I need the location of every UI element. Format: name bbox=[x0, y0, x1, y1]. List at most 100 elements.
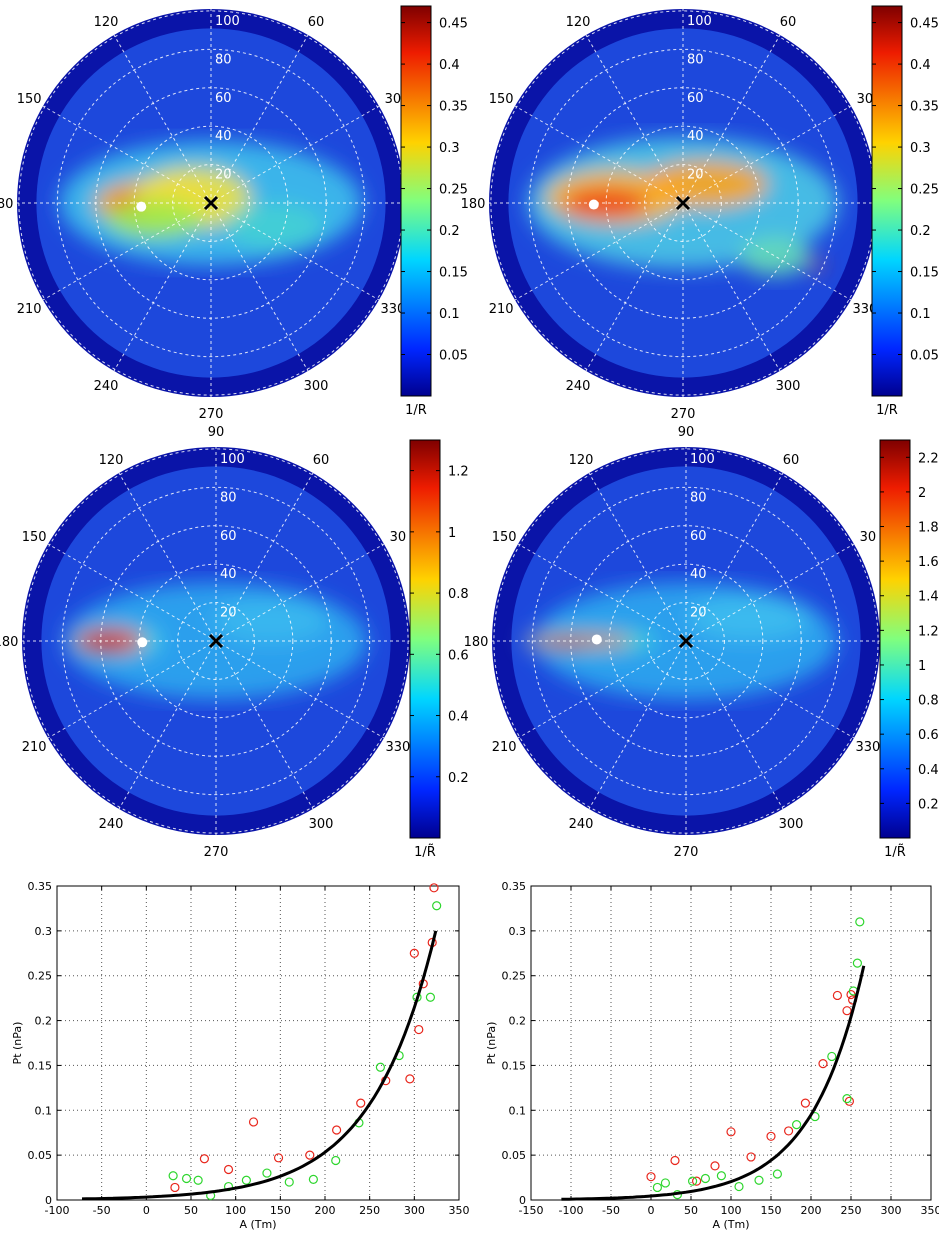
x-tick-label: 200 bbox=[801, 1204, 822, 1217]
angle-tick-label: 210 bbox=[17, 302, 42, 317]
colorbar bbox=[400, 5, 432, 397]
radial-grid-ring bbox=[608, 563, 764, 719]
angle-spoke bbox=[42, 105, 212, 204]
angle-spoke bbox=[514, 105, 684, 204]
radial-tick-label: 80 bbox=[690, 490, 707, 505]
angle-tick-label: 330 bbox=[385, 740, 410, 755]
radial-tick-label: 20 bbox=[220, 606, 237, 621]
colorbar-tick-label: 0.45 bbox=[910, 17, 939, 32]
angle-tick-label: 150 bbox=[489, 92, 514, 107]
data-point bbox=[331, 1155, 341, 1166]
data-point bbox=[783, 1126, 794, 1136]
data-point bbox=[432, 901, 442, 911]
radial-tick-label: 60 bbox=[220, 529, 237, 544]
heatmap-region bbox=[643, 161, 768, 208]
fit-curve bbox=[81, 930, 438, 1201]
colorbar-tick-label: 0.2 bbox=[910, 224, 931, 239]
angle-spoke bbox=[682, 105, 852, 204]
angle-spoke bbox=[113, 202, 212, 372]
data-point bbox=[710, 1161, 720, 1171]
x-tick-label: 250 bbox=[359, 1204, 380, 1217]
angle-tick-label: 330 bbox=[855, 740, 880, 755]
radial-tick-label: 40 bbox=[220, 567, 237, 582]
colorbar-tick-label: 0.4 bbox=[918, 763, 939, 778]
radial-tick-label: 100 bbox=[690, 452, 715, 467]
x-axis-label: A (Tm) bbox=[239, 1218, 276, 1231]
angle-tick-label: 300 bbox=[779, 817, 804, 832]
colorbar bbox=[409, 439, 441, 839]
colorbar-tick-label: 0.8 bbox=[918, 694, 939, 709]
colorbar-tick-label: 0.35 bbox=[439, 100, 468, 115]
white-marker-dot bbox=[137, 637, 148, 648]
colorbar-tick-label: 1.4 bbox=[918, 590, 939, 605]
data-point bbox=[425, 992, 436, 1002]
data-point bbox=[170, 1182, 180, 1193]
colorbar-tick-label: 0.2 bbox=[439, 224, 460, 239]
heatmap-region bbox=[687, 594, 812, 642]
data-point bbox=[844, 1096, 855, 1106]
y-tick-label: 0.25 bbox=[502, 970, 527, 983]
angle-spoke bbox=[118, 640, 217, 810]
x-tick-label: -150 bbox=[519, 1204, 544, 1217]
x-tick-label: 0 bbox=[143, 1204, 150, 1217]
data-point bbox=[375, 1062, 385, 1072]
angle-tick-label: 60 bbox=[780, 15, 797, 30]
data-point bbox=[652, 1182, 663, 1193]
radial-tick-label: 100 bbox=[687, 14, 712, 29]
angle-spoke bbox=[682, 34, 781, 204]
colorbar-tick-label: 0.3 bbox=[439, 141, 460, 156]
data-point bbox=[660, 1178, 671, 1188]
angle-tick-label: 240 bbox=[99, 817, 124, 832]
white-marker-dot bbox=[136, 201, 147, 212]
y-tick-label: 0.2 bbox=[35, 1015, 53, 1028]
data-point bbox=[670, 1155, 680, 1166]
angle-tick-label: 150 bbox=[17, 92, 42, 107]
angle-tick-label: 120 bbox=[566, 15, 591, 30]
radial-grid-ring bbox=[531, 486, 841, 796]
angle-tick-label: 180 bbox=[0, 197, 13, 212]
y-tick-label: 0 bbox=[519, 1194, 526, 1207]
radial-grid-ring bbox=[528, 48, 838, 358]
data-point bbox=[273, 1153, 284, 1163]
angle-tick-label: 90 bbox=[675, 0, 692, 2]
center-cross-marker bbox=[203, 195, 219, 211]
data-point bbox=[305, 1150, 315, 1160]
heatmap-region bbox=[562, 187, 649, 219]
data-point bbox=[746, 1152, 756, 1162]
colorbar-label: 1/R bbox=[876, 403, 898, 418]
colorbar-tick-label: 0.1 bbox=[910, 307, 931, 322]
angle-tick-label: 240 bbox=[566, 379, 591, 394]
angle-spoke bbox=[47, 543, 217, 642]
angle-tick-label: 210 bbox=[22, 740, 47, 755]
x-tick-label: -100 bbox=[45, 1204, 70, 1217]
colorbar-tick-label: 1.8 bbox=[918, 521, 939, 536]
colorbar-tick-label: 2.2 bbox=[918, 451, 939, 466]
angle-spoke bbox=[42, 202, 212, 301]
x-axis-label: A (Tm) bbox=[712, 1218, 749, 1231]
angle-spoke bbox=[215, 640, 385, 739]
y-tick-label: 0.05 bbox=[28, 1149, 53, 1162]
angle-tick-label: 30 bbox=[385, 92, 402, 107]
data-point bbox=[791, 1120, 802, 1130]
angle-tick-label: 300 bbox=[304, 379, 329, 394]
y-axis-label: Pt (nPa) bbox=[11, 1022, 24, 1065]
radial-tick-label: 80 bbox=[687, 52, 704, 67]
x-tick-label: 150 bbox=[270, 1204, 291, 1217]
radial-tick-label: 60 bbox=[687, 91, 704, 106]
y-tick-label: 0.3 bbox=[509, 925, 527, 938]
angle-tick-label: 300 bbox=[776, 379, 801, 394]
angle-spoke bbox=[215, 640, 314, 810]
radial-tick-label: 60 bbox=[690, 529, 707, 544]
data-point bbox=[766, 1131, 776, 1141]
fit-curve bbox=[561, 965, 866, 1201]
data-point bbox=[409, 948, 419, 958]
x-tick-label: 200 bbox=[315, 1204, 336, 1217]
angle-spoke bbox=[210, 202, 309, 372]
colorbar-tick-label: 0.2 bbox=[918, 797, 939, 812]
x-tick-label: 150 bbox=[761, 1204, 782, 1217]
angle-tick-label: 210 bbox=[492, 740, 517, 755]
angle-tick-label: 120 bbox=[569, 453, 594, 468]
colorbar-tick-label: 0.4 bbox=[910, 58, 931, 73]
x-tick-label: 300 bbox=[881, 1204, 902, 1217]
angle-tick-label: 150 bbox=[492, 530, 517, 545]
